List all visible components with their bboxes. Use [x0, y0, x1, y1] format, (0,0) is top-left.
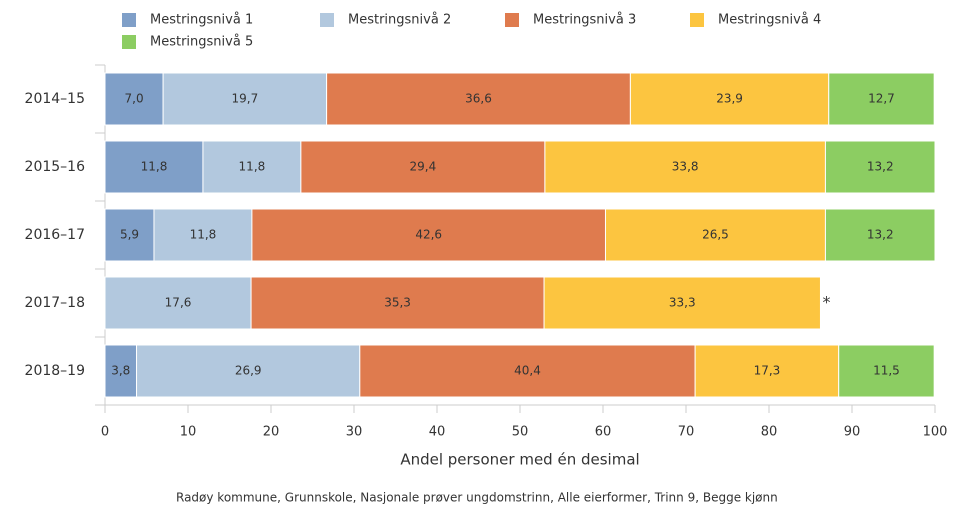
legend-swatch [690, 13, 704, 27]
bar-value-label: 5,9 [120, 228, 139, 242]
legend-label: Mestringsnivå 5 [150, 35, 253, 50]
legend-swatch [505, 13, 519, 27]
bar-value-label: 36,6 [465, 92, 492, 106]
bar-value-label: 17,3 [754, 364, 781, 378]
x-tick-label: 10 [180, 425, 197, 440]
bar-value-label: 11,5 [873, 364, 900, 378]
x-tick-label: 30 [346, 425, 363, 440]
bar-value-label: 12,7 [868, 92, 895, 106]
bar-segment [162, 72, 328, 126]
bar-segment [544, 140, 826, 194]
bar-value-label: 29,4 [410, 160, 437, 174]
bar-segment [202, 140, 302, 194]
bar-value-label: 35,3 [384, 296, 411, 310]
bar-segment [136, 344, 361, 398]
bar-value-label: 19,7 [231, 92, 258, 106]
bar-segment [326, 72, 631, 126]
bar-value-label: 26,9 [235, 364, 262, 378]
y-tick-label: 2016–17 [25, 227, 85, 243]
y-tick-label: 2017–18 [25, 295, 85, 311]
legend-swatch [122, 35, 136, 49]
bar-value-label: 40,4 [514, 364, 541, 378]
x-tick-label: 50 [512, 425, 529, 440]
bar-segment [104, 276, 252, 330]
y-tick-label: 2015–16 [25, 159, 86, 175]
bar-value-label: 33,3 [669, 296, 696, 310]
legend-label: Mestringsnivå 2 [348, 13, 451, 28]
bar-segment [828, 72, 935, 126]
x-tick-label: 0 [101, 425, 109, 440]
legend-swatch [320, 13, 334, 27]
bar-segment [824, 140, 936, 194]
bar-segment [104, 208, 155, 262]
bar-value-label: 23,9 [716, 92, 743, 106]
bar-segment [104, 140, 204, 194]
bar-segment [824, 208, 936, 262]
bar-value-label: 26,5 [702, 228, 729, 242]
x-tick-label: 70 [678, 425, 695, 440]
bar-value-label: 13,2 [867, 160, 894, 174]
x-tick-label: 80 [761, 425, 778, 440]
bar-segment [104, 72, 164, 126]
bar-segment [694, 344, 840, 398]
bar-value-label: 3,8 [111, 364, 130, 378]
bar-value-label: 11,8 [141, 160, 168, 174]
source-note: Radøy kommune, Grunnskole, Nasjonale prø… [176, 491, 778, 505]
legend-swatch [122, 13, 136, 27]
legend-label: Mestringsnivå 3 [533, 13, 636, 28]
bar-value-label: 33,8 [672, 160, 699, 174]
bar-value-label: 13,2 [867, 228, 894, 242]
bar-segment [543, 276, 821, 330]
x-tick-label: 40 [429, 425, 446, 440]
bar-value-label: 11,8 [239, 160, 266, 174]
bar-value-label: 42,6 [415, 228, 442, 242]
bar-value-label: 7,0 [125, 92, 144, 106]
missing-label: * [822, 293, 830, 312]
bar-segment [838, 344, 935, 398]
x-axis-label: Andel personer med én desimal [400, 451, 639, 469]
bar-segment [104, 344, 138, 398]
x-tick-label: 100 [923, 425, 948, 440]
bar-segment [300, 140, 546, 194]
y-tick-label: 2018–19 [25, 363, 85, 379]
legend-label: Mestringsnivå 4 [718, 13, 821, 28]
bar-segment [604, 208, 826, 262]
x-tick-label: 60 [595, 425, 612, 440]
x-tick-label: 20 [263, 425, 280, 440]
bar-segment [629, 72, 830, 126]
legend-label: Mestringsnivå 1 [150, 13, 253, 28]
bar-value-label: 11,8 [190, 228, 217, 242]
y-tick-label: 2014–15 [25, 91, 85, 107]
bar-value-label: 17,6 [165, 296, 192, 310]
bar-segment [250, 276, 545, 330]
x-tick-label: 90 [844, 425, 861, 440]
